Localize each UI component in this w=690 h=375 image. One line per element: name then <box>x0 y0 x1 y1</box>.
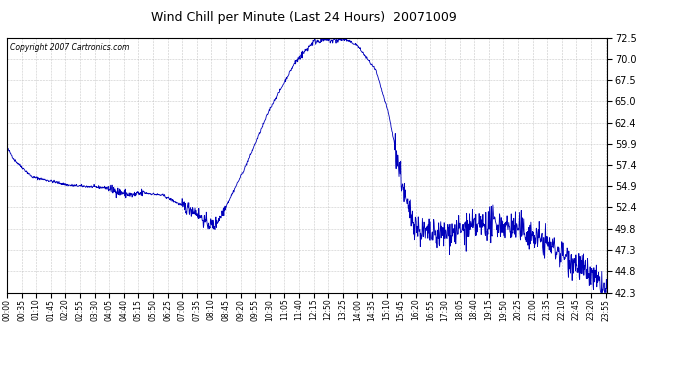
Text: Copyright 2007 Cartronics.com: Copyright 2007 Cartronics.com <box>10 43 129 52</box>
Text: Wind Chill per Minute (Last 24 Hours)  20071009: Wind Chill per Minute (Last 24 Hours) 20… <box>150 11 457 24</box>
